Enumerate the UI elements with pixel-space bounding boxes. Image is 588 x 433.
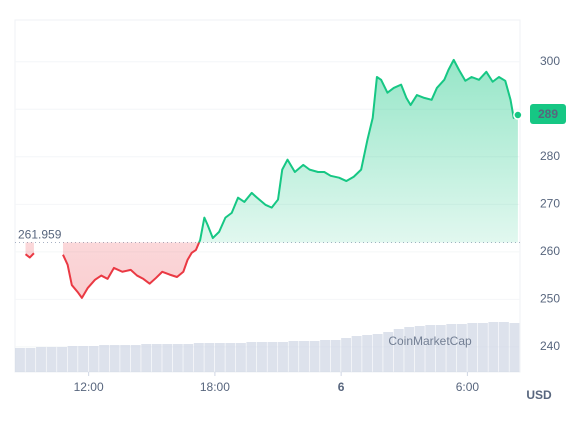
price-badge [530, 104, 566, 125]
y-tick-label: 250 [540, 291, 560, 305]
x-tick-label: 18:00 [200, 380, 230, 394]
volume-bar [435, 325, 446, 372]
volume-bar [446, 324, 457, 372]
volume-bar [362, 335, 373, 372]
volume-bar [320, 340, 331, 372]
volume-bar [109, 345, 120, 372]
volume-bar [278, 342, 288, 372]
volume-bar [414, 326, 425, 372]
volume-bar [162, 344, 173, 372]
volume-bar [204, 343, 215, 372]
volume-bar [235, 343, 246, 372]
volume-bar [498, 322, 509, 372]
volume-bar [36, 347, 46, 372]
volume-bar [456, 324, 467, 372]
volume-bar [25, 348, 36, 372]
volume-bar [341, 338, 352, 372]
volume-bar [225, 343, 236, 372]
volume-bar [78, 346, 89, 372]
volume-bar [488, 322, 499, 372]
price-line-up [197, 58, 519, 243]
volume-bar [372, 334, 383, 372]
volume-bar [267, 342, 278, 372]
volume-bar [330, 340, 341, 372]
volume-bar [172, 344, 183, 372]
last-point [513, 110, 523, 120]
x-tick-label: 6:00 [456, 380, 480, 394]
volume-bar [130, 345, 141, 372]
baseline-label: 261.959 [18, 228, 62, 242]
volume-bar [404, 327, 415, 372]
currency-label: USD [526, 388, 552, 402]
volume-bar [141, 344, 152, 372]
volume-bar [46, 347, 57, 372]
x-tick-label: 12:00 [74, 380, 104, 394]
volume-bar [383, 332, 394, 372]
volume-bar [183, 344, 194, 372]
y-tick-label: 270 [540, 196, 560, 210]
price-line-down [24, 242, 201, 299]
y-tick-label: 280 [540, 149, 560, 163]
volume-bar [309, 341, 320, 372]
x-tick-label: 6 [338, 380, 345, 394]
y-tick-label: 300 [540, 54, 560, 68]
volume-bar [15, 348, 25, 372]
watermark: CoinMarketCap [388, 334, 472, 348]
volume-bar [299, 341, 309, 372]
volume-bar [193, 343, 204, 372]
price-badge-label: 289 [538, 107, 558, 121]
volume-bar [151, 344, 162, 372]
volume-bar [120, 345, 131, 372]
volume-bar [99, 345, 110, 372]
volume-bar [477, 323, 488, 372]
volume-bar [425, 325, 436, 372]
volume-bar [88, 346, 99, 372]
volume-bar [214, 343, 225, 372]
volume-bar [467, 323, 478, 372]
volume-bar [246, 342, 257, 372]
volume-bar [57, 347, 68, 372]
volume-bar [288, 341, 299, 372]
y-tick-label: 240 [540, 339, 560, 353]
volume-bar [393, 329, 404, 372]
volume-bar [256, 342, 267, 372]
volume-bar [351, 336, 362, 372]
volume-bar [67, 346, 78, 372]
y-tick-label: 260 [540, 244, 560, 258]
volume-bar [509, 323, 520, 372]
area-down [25, 242, 518, 298]
